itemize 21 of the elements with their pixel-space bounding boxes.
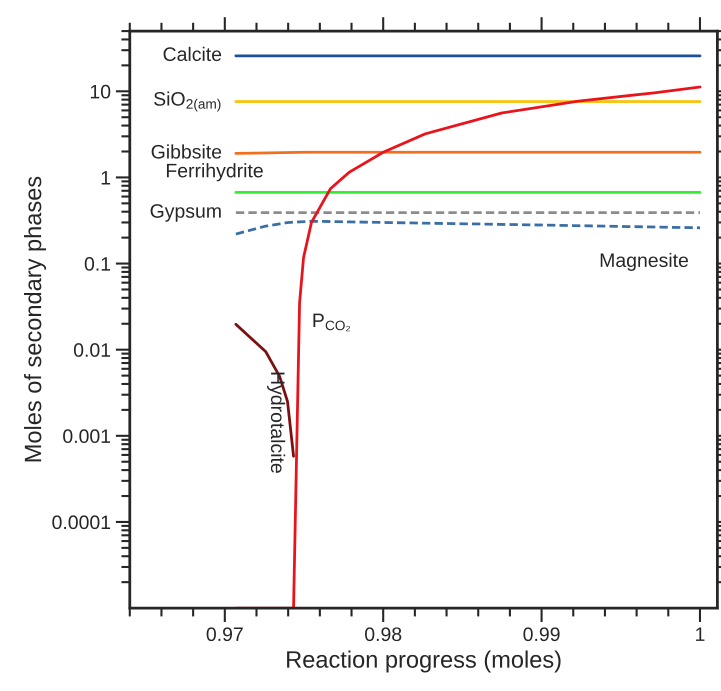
annotation: Gibbsite xyxy=(152,144,222,159)
annotation: Gypsum xyxy=(150,204,221,222)
line-series xyxy=(234,220,702,236)
x-tick-label: 0.97 xyxy=(206,627,243,642)
annotation: Calcite xyxy=(164,46,222,62)
annotation: SiO$_{2(am)}$ xyxy=(154,91,220,112)
x-axis-title: Reaction progress (moles) xyxy=(287,650,561,673)
y-tick-label: 0.001 xyxy=(63,429,110,444)
y-tick-label: 0.0001 xyxy=(52,515,110,530)
y-axis-title: Moles of secondary phases xyxy=(24,176,46,462)
x-tick-label: 0.98 xyxy=(365,627,402,642)
x-tick-label: 0.99 xyxy=(523,627,560,642)
annotation: Ferrihydrite xyxy=(166,163,263,182)
x-tick-label: 1 xyxy=(696,628,704,641)
annotation: P$_{CO₂}$ xyxy=(313,314,350,332)
y-tick-label: 10 xyxy=(90,84,110,99)
annotation: Hydrotalcite xyxy=(267,372,286,473)
y-tick-label: 1 xyxy=(102,171,110,184)
annotation: Magnesite xyxy=(600,252,688,271)
y-tick-label: 0.1 xyxy=(84,257,110,271)
y-tick-label: 0.01 xyxy=(74,343,110,357)
